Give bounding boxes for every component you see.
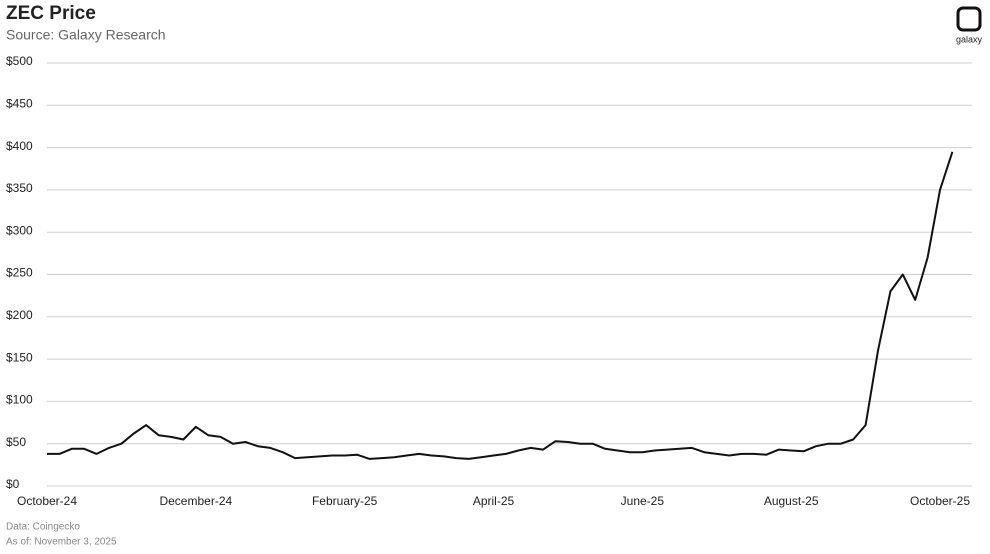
logo-text: galaxy xyxy=(956,34,983,44)
y-tick-label: $450 xyxy=(6,96,33,110)
x-tick-label: February-25 xyxy=(312,494,378,508)
y-tick-label: $0 xyxy=(6,477,20,491)
y-tick-label: $500 xyxy=(6,54,33,68)
x-tick-label: April-25 xyxy=(473,494,515,508)
y-tick-label: $200 xyxy=(6,308,33,322)
y-tick-label: $250 xyxy=(6,266,33,280)
y-tick-label: $50 xyxy=(6,435,26,449)
y-tick-label: $150 xyxy=(6,350,33,364)
y-tick-label: $100 xyxy=(6,393,33,407)
chart-title: ZEC Price xyxy=(6,3,96,24)
x-tick-label: August-25 xyxy=(764,494,819,508)
logo-icon xyxy=(956,6,982,32)
footnote: Data: Coingecko xyxy=(6,522,80,533)
y-tick-label: $400 xyxy=(6,139,33,153)
logo: galaxy xyxy=(956,6,983,44)
x-tick-label: October-24 xyxy=(17,494,77,508)
y-tick-label: $300 xyxy=(6,223,33,237)
x-tick-label: June-25 xyxy=(621,494,665,508)
y-tick-label: $350 xyxy=(6,181,33,195)
footnote: As of: November 3, 2025 xyxy=(6,537,117,548)
x-tick-label: December-24 xyxy=(159,494,232,508)
chart-subtitle: Source: Galaxy Research xyxy=(6,27,166,43)
x-tick-label: October-25 xyxy=(910,494,970,508)
price-line xyxy=(47,151,954,460)
